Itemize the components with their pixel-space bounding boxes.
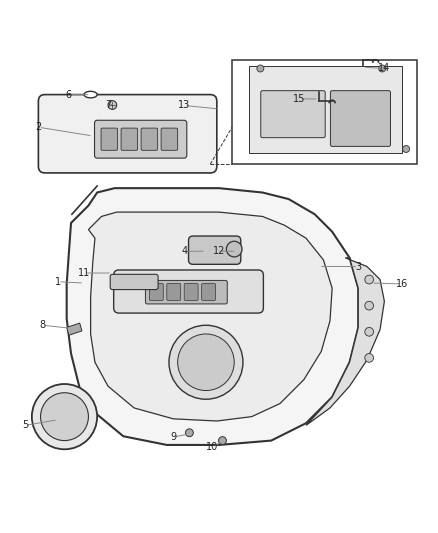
FancyBboxPatch shape: [101, 128, 117, 150]
FancyBboxPatch shape: [39, 94, 217, 173]
Text: 13: 13: [178, 100, 190, 110]
Ellipse shape: [84, 91, 97, 98]
Circle shape: [32, 384, 97, 449]
Circle shape: [185, 429, 193, 437]
FancyBboxPatch shape: [141, 128, 158, 150]
FancyBboxPatch shape: [121, 128, 138, 150]
Circle shape: [379, 65, 386, 72]
FancyBboxPatch shape: [149, 284, 163, 301]
FancyBboxPatch shape: [161, 128, 178, 150]
Text: 4: 4: [181, 246, 187, 256]
Text: 2: 2: [35, 122, 42, 132]
Circle shape: [226, 241, 242, 257]
FancyBboxPatch shape: [95, 120, 187, 158]
Text: 1: 1: [55, 277, 61, 287]
Circle shape: [257, 65, 264, 72]
FancyBboxPatch shape: [201, 284, 215, 301]
Text: 11: 11: [78, 268, 90, 278]
Circle shape: [169, 325, 243, 399]
Circle shape: [108, 101, 117, 109]
FancyBboxPatch shape: [110, 274, 158, 289]
Text: 8: 8: [40, 320, 46, 330]
FancyBboxPatch shape: [184, 284, 198, 301]
Text: 10: 10: [206, 442, 219, 452]
Text: 3: 3: [355, 262, 361, 271]
FancyBboxPatch shape: [167, 284, 181, 301]
Polygon shape: [67, 188, 358, 445]
Text: 7: 7: [105, 100, 111, 110]
FancyBboxPatch shape: [261, 91, 325, 138]
Text: 15: 15: [293, 94, 306, 104]
Polygon shape: [250, 66, 402, 154]
Text: 6: 6: [66, 90, 72, 100]
Circle shape: [365, 301, 374, 310]
Circle shape: [178, 334, 234, 391]
FancyBboxPatch shape: [188, 236, 241, 264]
Text: 5: 5: [22, 421, 28, 430]
FancyBboxPatch shape: [114, 270, 263, 313]
Text: 12: 12: [213, 246, 225, 256]
Circle shape: [365, 353, 374, 362]
Text: 16: 16: [396, 279, 408, 289]
Polygon shape: [88, 212, 332, 421]
Text: 9: 9: [170, 432, 177, 442]
Circle shape: [403, 146, 410, 152]
Text: 14: 14: [378, 63, 391, 74]
Circle shape: [365, 327, 374, 336]
Circle shape: [219, 437, 226, 445]
FancyBboxPatch shape: [330, 91, 391, 147]
Circle shape: [41, 393, 88, 441]
Polygon shape: [67, 323, 82, 335]
Circle shape: [365, 275, 374, 284]
FancyBboxPatch shape: [145, 280, 227, 304]
Polygon shape: [306, 258, 385, 425]
